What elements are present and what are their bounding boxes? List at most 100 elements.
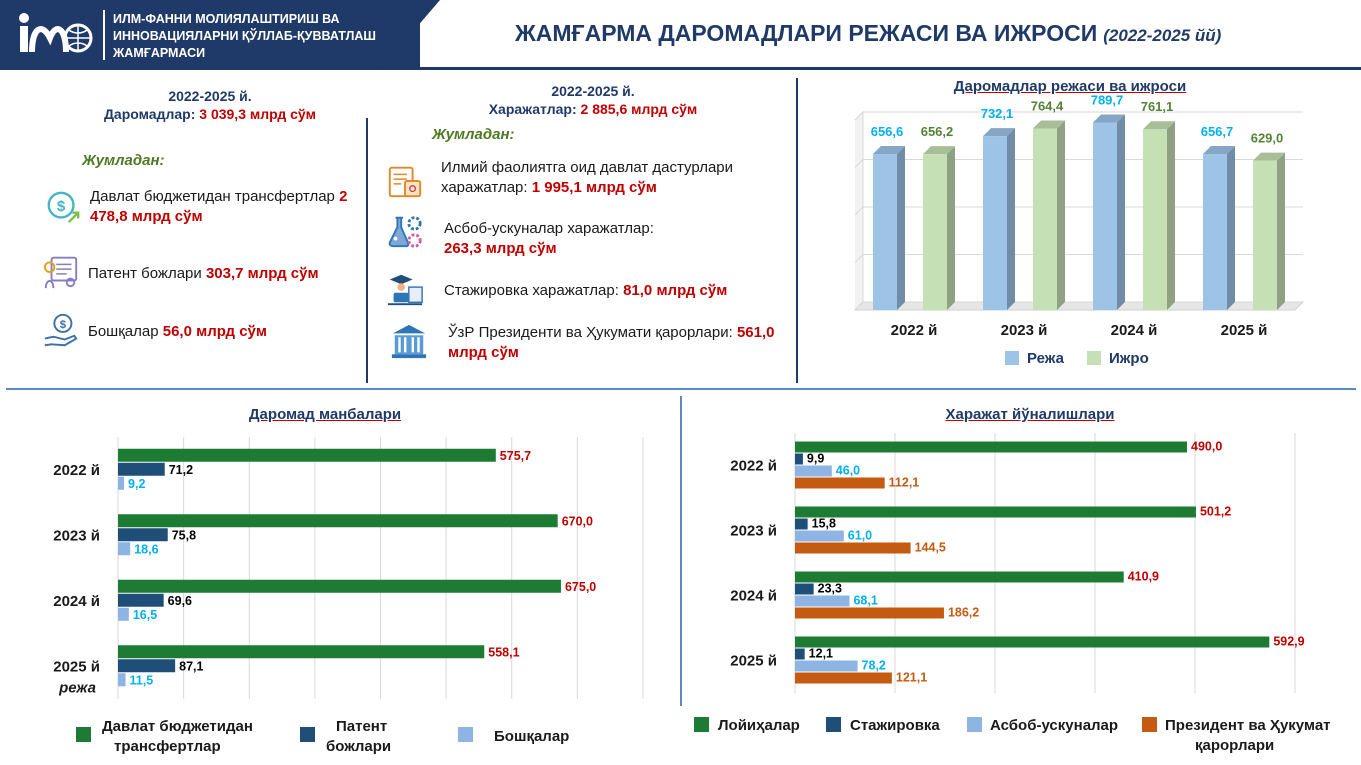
legend-label: Асбоб-ускуналар — [990, 717, 1118, 734]
gridline-side — [854, 254, 864, 263]
legend-swatch — [1087, 351, 1101, 365]
bar-top — [1143, 121, 1175, 130]
documents-icon — [388, 166, 422, 198]
bar-value-label: 670,0 — [562, 514, 593, 528]
income-item-2: Патент божлари 303,7 млрд сўм — [88, 264, 358, 284]
bar-value-label: 12,1 — [809, 647, 833, 661]
bar-value-label: 558,1 — [488, 645, 519, 659]
bar-Лойиҳалар-2025 й — [795, 636, 1270, 648]
svg-text:$: $ — [60, 319, 67, 331]
expense-directions-chart: 490,0 9,9 46,0 112,1 2022 й 501,2 15,8 61,0 144,… — [694, 433, 1331, 754]
bar-Ижро-2022 й — [923, 154, 947, 310]
bar-value-label: 68,1 — [853, 594, 877, 608]
income-item-3: Бошқалар 56,0 млрд сўм — [88, 322, 358, 342]
chart-floor — [853, 301, 1305, 311]
bar-Стажировка-2022 й — [795, 453, 803, 465]
plan-chart-title: Даромадлар режаси ва ижроси — [953, 78, 1187, 95]
bar-value-label: 87,1 — [179, 659, 203, 673]
category-label: 2024 й — [730, 588, 777, 605]
income-item-2-value: 303,7 млрд сўм — [205, 265, 319, 282]
expense-period: 2022-2025 й. — [551, 83, 635, 99]
expense-item-1: Илмий фаолиятга оид давлат дастурлари ха… — [441, 158, 786, 198]
income-total: 3 039,3 млрд сўм — [199, 106, 317, 122]
page-title-text: ЖАМҒАРМА ДАРОМАДЛАРИ РЕЖАСИ ВА ИЖРОСИ — [515, 20, 1098, 46]
bottom-divider — [680, 396, 682, 706]
bar-value-label: 656,2 — [921, 124, 954, 139]
bar-Президент ва Ҳукумат қарорлари-2023 й — [795, 542, 911, 554]
bar-value-label: 16,5 — [133, 608, 157, 622]
bar-value-label: 764,4 — [1031, 98, 1064, 113]
legend-swatch — [1142, 717, 1157, 732]
bar-value-label: 18,6 — [134, 542, 158, 556]
expense-item-4-text: ЎзР Президенти ва Ҳукумати қарорлари: — [448, 324, 733, 341]
bar-Асбоб-ускуналар-2024 й — [795, 595, 850, 607]
budget-transfer-icon: $ — [47, 191, 80, 224]
income-label: Даромадлар: — [103, 106, 196, 122]
bar-value-label: 78,2 — [862, 659, 886, 673]
svg-text:$: $ — [57, 198, 66, 215]
bar-Бошқалар-2022 й — [118, 476, 125, 490]
income-sources-title: Даромад манбалари — [248, 406, 402, 423]
legend-label: Патент божлари — [326, 718, 391, 755]
category-label: 2023 й — [730, 523, 777, 540]
bar-Асбоб-ускуналар-2025 й — [795, 660, 858, 672]
plan-execution-chart: 656,6 656,2 2022 й 732,1 764,4 2023 й 789,7 761… — [853, 95, 1305, 367]
income-summary-header: 2022-2025 й. Даромадлар: 3 039,3 млрд сў… — [60, 88, 360, 122]
category-label: 2024 й — [1111, 322, 1158, 339]
bar-value-label: 575,7 — [500, 449, 531, 463]
bar-top — [1093, 114, 1125, 123]
expense-summary-header: 2022-2025 й. Харажатлар: 2 885,6 млрд сў… — [443, 83, 743, 117]
fund-logo-icon — [19, 13, 93, 53]
bar-value-label: 112,1 — [889, 476, 920, 490]
income-including-label: Жумладан: — [82, 152, 165, 169]
expense-item-4: ЎзР Президенти ва Ҳукумати қарорлари: 56… — [448, 323, 793, 363]
category-label: 2024 й — [53, 593, 100, 610]
legend-label: Президент ва Ҳукумат қарорлари — [1165, 717, 1331, 754]
bar-Бошқалар-2023 й — [118, 542, 131, 556]
bar-value-label: 592,9 — [1273, 635, 1304, 649]
expense-item-1-text: Илмий фаолиятга оид давлат дастурлари ха… — [441, 159, 734, 196]
bar-top — [873, 146, 905, 155]
gridline-side — [854, 159, 864, 168]
summary-divider-1 — [366, 118, 368, 383]
bar-value-label: 75,8 — [172, 528, 196, 542]
legend-swatch — [300, 727, 315, 742]
category-note: режа — [58, 679, 96, 696]
bar-Режа-2025 й — [1203, 154, 1227, 310]
bar-side — [1117, 114, 1125, 310]
bar-value-label: 69,6 — [168, 594, 192, 608]
bar-value-label: 61,0 — [848, 529, 872, 543]
expense-item-1-value: 1 995,1 млрд сўм — [531, 179, 657, 196]
internship-icon — [387, 274, 423, 306]
organization-name: ИЛМ-ФАННИ МОЛИЯЛАШТИРИШ ВА ИННОВАЦИЯЛАРН… — [113, 12, 376, 60]
bar-Давлат бюджетидан трансфертлар-2025 й — [118, 645, 485, 659]
income-item-2-text: Патент божлари — [88, 265, 202, 282]
bar-value-label: 46,0 — [836, 464, 860, 478]
bar-value-label: 501,2 — [1200, 505, 1231, 519]
legend-swatch — [694, 717, 709, 732]
bar-Президент ва Ҳукумат қарорлари-2024 й — [795, 607, 944, 619]
legend-swatch — [1005, 351, 1019, 365]
expense-item-3: Стажировка харажатлар: 81,0 млрд сўм — [444, 281, 789, 301]
header-banner-wedge — [380, 0, 440, 70]
bar-Стажировка-2024 й — [795, 583, 814, 595]
expense-item-3-text: Стажировка харажатлар: — [444, 282, 619, 299]
legend-label: Лойиҳалар — [718, 717, 800, 734]
bar-Давлат бюджетидан трансфертлар-2023 й — [118, 514, 558, 528]
expense-label: Харажатлар: — [488, 101, 577, 117]
income-item-3-value: 56,0 млрд сўм — [162, 323, 267, 340]
header-banner — [0, 0, 420, 70]
expense-item-3-value: 81,0 млрд сўм — [623, 282, 728, 299]
bar-value-label: 761,1 — [1141, 99, 1174, 114]
bar-Давлат бюджетидан трансфертлар-2024 й — [118, 579, 561, 593]
income-item-3-text: Бошқалар — [88, 323, 159, 340]
government-building-icon — [391, 324, 427, 359]
category-label: 2022 й — [730, 458, 777, 475]
bar-side — [1057, 120, 1065, 310]
expense-including-label: Жумладан: — [432, 126, 515, 143]
bar-Президент ва Ҳукумат қарорлари-2025 й — [795, 672, 892, 684]
bar-value-label: 23,3 — [818, 582, 842, 596]
bar-Режа-2023 й — [983, 136, 1007, 310]
expense-directions-title: Харажат йўналишлари — [945, 406, 1115, 423]
category-label: 2025 й — [1221, 322, 1268, 339]
